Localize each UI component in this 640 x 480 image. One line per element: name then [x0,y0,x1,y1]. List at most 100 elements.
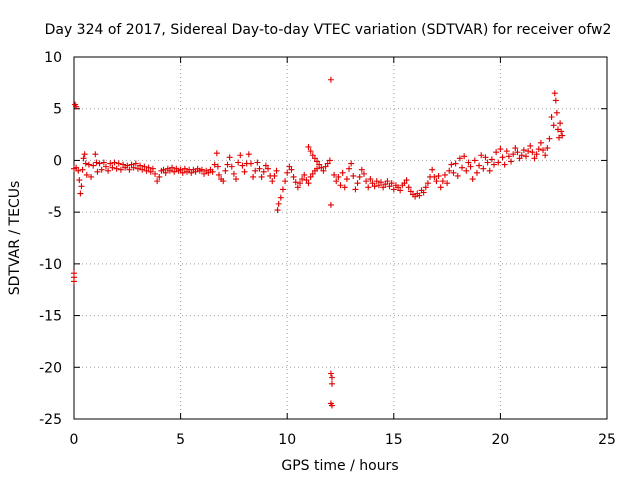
data-point [292,179,299,186]
data-point [120,161,127,168]
data-point [73,103,80,110]
data-point [286,163,293,170]
data-point [250,173,257,180]
data-point [258,173,265,180]
data-point [373,178,380,185]
data-point [412,193,419,200]
data-point [367,176,374,183]
data-point [327,370,334,377]
data-point [328,380,335,387]
data-point [262,162,269,169]
data-point [405,184,412,191]
data-point [397,187,404,194]
x-tick-label: 25 [598,432,616,448]
y-tick-label: -10 [39,257,62,273]
data-point [439,178,446,185]
data-point [254,159,261,166]
data-point [369,180,376,187]
data-point [269,178,276,185]
data-point [552,97,559,104]
data-point [322,163,329,170]
data-point [435,172,442,179]
data-point [309,170,316,177]
data-point [177,166,184,173]
data-point [480,165,487,172]
data-point [215,171,222,178]
x-tick-label: 0 [70,432,79,448]
y-tick-label: 0 [53,153,62,169]
data-point [557,120,564,127]
data-point [105,167,112,174]
data-point [252,167,259,174]
data-point [484,159,491,166]
data-point [100,159,107,166]
data-point [327,201,334,208]
x-tick-label: 15 [385,432,403,448]
data-point [390,186,397,193]
data-point [326,157,333,164]
data-point [327,76,334,83]
data-point [179,169,186,176]
chart-title: Day 324 of 2017, Sidereal Day-to-day VTE… [45,22,612,38]
data-point [320,167,327,174]
data-point [299,176,306,183]
data-point [201,170,208,177]
data-point [463,167,470,174]
data-point [488,156,495,163]
data-point [111,159,118,166]
data-point [205,169,212,176]
data-point [548,113,555,120]
data-point [365,184,372,191]
data-point [380,184,387,191]
data-point [239,162,246,169]
y-tick-label: -5 [48,205,62,221]
data-point [348,160,355,167]
data-point [395,184,402,191]
data-point [384,178,391,185]
data-point [166,167,173,174]
data-point [407,188,414,195]
data-point [533,151,540,158]
data-point [274,207,281,214]
data-point [450,169,457,176]
y-tick-label: -20 [39,360,62,376]
data-point [469,176,476,183]
data-point [346,165,353,172]
data-point [433,178,440,185]
data-point [307,148,314,155]
data-point [529,149,536,156]
data-point [352,186,359,193]
data-point [113,165,120,172]
data-point [303,177,310,184]
data-point [337,182,344,189]
data-point [145,164,152,171]
data-point [260,168,267,175]
x-tick-label: 5 [176,432,185,448]
data-point [109,164,116,171]
data-point [233,176,240,183]
data-point [73,164,80,171]
data-point [247,160,254,167]
data-point [152,170,159,177]
data-point [290,173,297,180]
data-point [141,163,148,170]
data-point [273,167,280,174]
data-point [448,161,455,168]
data-point [77,190,84,197]
data-point [275,200,282,207]
data-point [520,147,527,154]
data-point [501,161,508,168]
data-point [473,169,480,176]
data-point [314,165,321,172]
data-point [301,171,308,178]
data-point [296,180,303,187]
x-axis-label: GPS time / hours [281,458,398,474]
data-point [115,160,122,167]
data-point [478,152,485,159]
data-point [265,165,272,172]
data-point [465,159,472,166]
data-point [211,161,218,168]
data-point [493,149,500,156]
data-point [117,166,124,173]
data-point [386,183,393,190]
